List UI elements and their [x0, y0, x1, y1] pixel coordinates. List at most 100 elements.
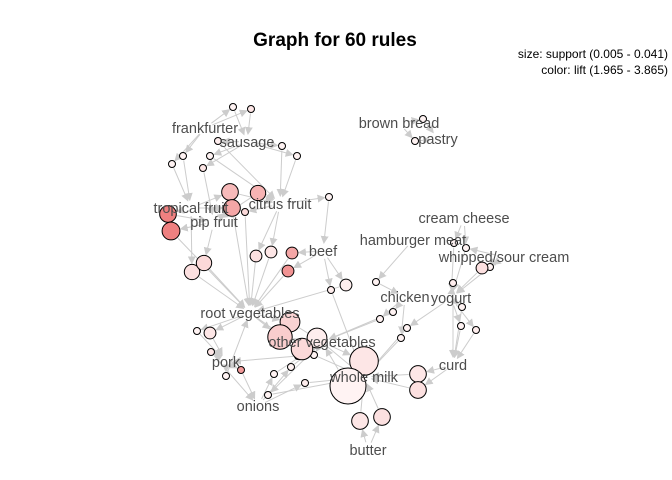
rule-edge-rhs: [370, 376, 410, 389]
rule-edge-lhs: [406, 116, 420, 125]
item-label-pork: pork: [212, 355, 241, 371]
rule-node: [419, 115, 427, 123]
rule-node: [325, 193, 333, 201]
item-label-other-vegetables: other vegetables: [268, 335, 375, 351]
rule-edge-lhs: [206, 145, 241, 167]
rule-node: [199, 164, 207, 172]
rule-edge-lhs: [198, 194, 223, 206]
rule-edge-lhs: [287, 194, 326, 204]
rule-edge-lhs: [327, 257, 343, 281]
rule-edge-rhs: [276, 150, 285, 198]
rule-edge-lhs: [213, 353, 223, 362]
rule-edge-lhs: [221, 137, 240, 146]
rule-edge-rhs: [233, 217, 252, 307]
rule-edge-lhs: [450, 296, 460, 305]
rule-node: [376, 315, 384, 323]
rule-edge-rhs: [425, 122, 434, 134]
rule-edge-lhs: [329, 344, 351, 356]
rule-edge-lhs: [176, 206, 185, 214]
rule-edge-lhs: [315, 343, 324, 353]
rule-node: [301, 379, 309, 387]
rule-edge-rhs: [183, 160, 193, 202]
rule-node: [306, 327, 328, 349]
rule-edge-rhs: [244, 113, 253, 136]
item-label-cream-cheese: cream cheese: [418, 211, 509, 227]
rule-edge-rhs: [366, 383, 379, 409]
rule-edge-rhs: [419, 136, 432, 145]
rule-edge-rhs: [254, 258, 289, 308]
rule-node: [183, 263, 201, 281]
rule-node: [293, 152, 301, 160]
rule-edge-lhs: [254, 140, 279, 149]
rule-edge-lhs: [469, 246, 497, 256]
item-label-citrus-fruit: citrus fruit: [249, 197, 312, 213]
rule-edge-lhs: [187, 215, 196, 265]
item-label-brown-bread: brown bread: [359, 116, 440, 132]
rule-node: [290, 337, 314, 361]
rule-edge-rhs: [220, 143, 276, 200]
item-label-beef: beef: [309, 244, 338, 260]
rule-edge-lhs: [212, 109, 248, 126]
rule-node: [457, 322, 465, 330]
rule-edge-rhs: [325, 348, 339, 370]
rule-node: [168, 160, 176, 168]
legend-color: color: lift (1.965 - 3.865): [541, 63, 668, 77]
rule-edge-lhs: [461, 225, 470, 245]
rule-edge-lhs: [264, 384, 302, 403]
rule-edge-rhs: [256, 286, 340, 313]
rule-edge-rhs: [242, 373, 256, 400]
rule-node: [270, 370, 278, 378]
rule-edge-lhs: [293, 254, 317, 269]
rule-nodes: [159, 103, 494, 430]
rule-node: [267, 324, 293, 350]
rule-edge-lhs: [403, 128, 413, 139]
rule-edge-lhs: [454, 225, 462, 240]
rule-node: [249, 184, 267, 202]
rule-node: [458, 303, 466, 311]
rule-edge-rhs: [251, 258, 270, 307]
rule-edge-rhs: [320, 201, 329, 245]
legend-size: size: support (0.005 - 0.041): [518, 47, 668, 61]
rule-edge-rhs: [213, 355, 254, 401]
rule-edge-lhs: [179, 223, 207, 232]
rule-edge-lhs: [258, 211, 278, 251]
rule-edge-rhs: [173, 167, 189, 202]
rule-edge-lhs: [248, 205, 273, 214]
rule-node: [223, 199, 241, 217]
graph-title: Graph for 60 rules: [253, 30, 417, 51]
item-label-hamburger-meat: hamburger meat: [360, 233, 466, 249]
rule-node: [329, 367, 367, 405]
rule-edge-lhs: [324, 258, 333, 287]
rule-node: [285, 246, 299, 260]
rule-node: [193, 327, 201, 335]
item-label-sausage: sausage: [220, 135, 275, 151]
rule-edge-rhs: [254, 275, 284, 308]
rule-edge-rhs: [227, 319, 249, 372]
rule-node: [222, 372, 230, 380]
rule-edge-lhs: [174, 133, 200, 162]
rule-node: [195, 254, 213, 272]
rule-edge-rhs: [232, 355, 294, 365]
rule-edge-rhs: [177, 237, 246, 308]
rule-node: [349, 346, 379, 376]
rule-node: [203, 326, 217, 340]
rule-node: [247, 105, 255, 113]
item-label-whipped-sour-cream: whipped/sour cream: [438, 250, 570, 266]
rule-node: [462, 244, 470, 252]
rule-node: [409, 381, 427, 399]
rule-edge-rhs: [244, 216, 254, 307]
rule-edge-lhs: [264, 196, 274, 204]
rule-edge-rhs: [209, 269, 246, 308]
rule-edge-lhs: [211, 109, 231, 124]
rule-edge-lhs: [378, 245, 409, 280]
rule-edge-lhs: [426, 366, 446, 374]
rule-node: [264, 245, 278, 259]
rule-node: [327, 286, 335, 294]
item-label-whole-milk: whole milk: [329, 370, 398, 386]
item-label-butter: butter: [349, 443, 386, 459]
rule-edge-lhs: [257, 314, 281, 322]
rule-edge-rhs: [281, 160, 296, 198]
rule-node: [206, 152, 214, 160]
rule-edge-lhs: [398, 304, 407, 335]
